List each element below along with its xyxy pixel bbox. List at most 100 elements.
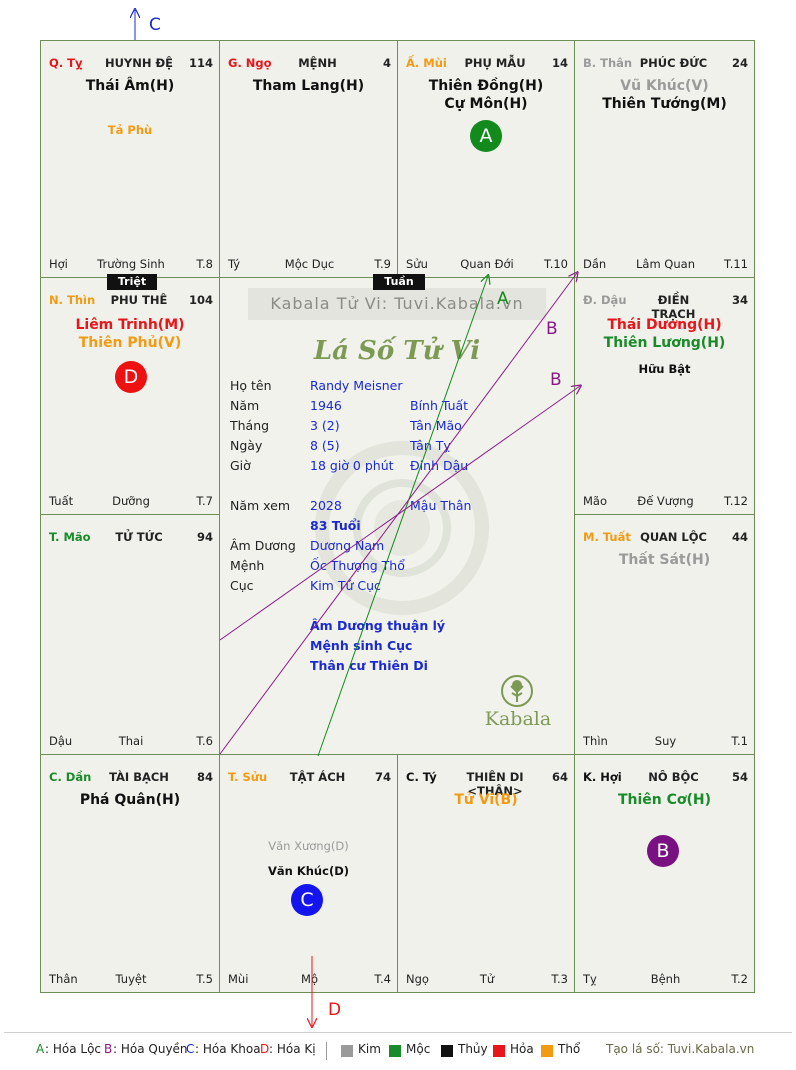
palace-branch: Mão bbox=[583, 494, 608, 508]
info-label: Âm Dương bbox=[230, 538, 296, 553]
palace-number: 14 bbox=[551, 56, 568, 70]
palace-name: ĐIỀN TRẠCH bbox=[651, 293, 696, 321]
legend-key: C bbox=[186, 1042, 195, 1056]
arrow-label-d: D bbox=[328, 1000, 341, 1020]
palace-name: MỆNH bbox=[298, 56, 337, 70]
palace-age: T.1 bbox=[731, 734, 748, 748]
legend-key: A bbox=[36, 1042, 45, 1056]
main-star: Thất Sát(H) bbox=[618, 552, 711, 568]
legend-key: B bbox=[104, 1042, 113, 1056]
site-credit[interactable]: Tạo lá số: Tuvi.Kabala.vn bbox=[606, 1042, 755, 1056]
palace-age: T.11 bbox=[724, 257, 748, 271]
center-panel: Kabala Tử Vi: Tuvi.Kabala.vn Lá Số Tử Vi… bbox=[220, 278, 574, 754]
life-stage: Quan Đới bbox=[460, 257, 514, 271]
palace-age: T.7 bbox=[196, 494, 213, 508]
palace-age: T.12 bbox=[724, 494, 748, 508]
main-star: Tử Vi(B) bbox=[454, 792, 518, 808]
info-label: Giờ bbox=[230, 458, 251, 473]
main-star: Thiên Phủ(V) bbox=[78, 335, 182, 351]
palace-stem: M. Tuất bbox=[583, 530, 631, 544]
palace-branch: Dậu bbox=[49, 734, 73, 748]
element-swatch bbox=[541, 1045, 553, 1057]
palace-stem: T. Sửu bbox=[228, 770, 268, 784]
minor-star: Văn Khúc(D) bbox=[267, 864, 349, 878]
palace-age: T.3 bbox=[551, 972, 568, 986]
element-swatch bbox=[341, 1045, 353, 1057]
palace-branch: Tý bbox=[228, 257, 241, 271]
info-value: Ốc Thượng Thổ bbox=[310, 558, 405, 573]
legend-divider bbox=[4, 1032, 792, 1033]
marker-d: D bbox=[115, 361, 147, 393]
palace-branch: Dần bbox=[583, 257, 607, 271]
legend-key: D bbox=[260, 1042, 270, 1056]
element-label: Thổ bbox=[558, 1042, 581, 1056]
palace-branch: Thìn bbox=[583, 734, 608, 748]
palace-stem: T. Mão bbox=[49, 530, 91, 544]
legend-text: : Hóa Quyền bbox=[113, 1042, 188, 1056]
palace-stem: C. Dần bbox=[49, 770, 92, 784]
palace-thin: N. Thìn PHU THÊ 104 Liêm Trinh(M) Thiên Phủ(… bbox=[40, 277, 220, 515]
minor-star: Tả Phù bbox=[107, 123, 153, 137]
palace-number: 44 bbox=[731, 530, 748, 544]
legend-text: : Hóa Khoa bbox=[195, 1042, 261, 1056]
minor-star: Hữu Bật bbox=[638, 362, 691, 376]
palace-age: T.4 bbox=[374, 972, 391, 986]
palace-tuat: M. Tuất QUAN LỘC 44 Thất Sát(H) Thìn Suy T.1 bbox=[574, 514, 755, 755]
element-label: Kim bbox=[358, 1042, 381, 1056]
palace-age: T.9 bbox=[374, 257, 391, 271]
palace-age: T.6 bbox=[196, 734, 213, 748]
palace-number: 54 bbox=[731, 770, 748, 784]
info-label: Năm bbox=[230, 398, 260, 413]
info-value: Dương Nam bbox=[310, 538, 385, 553]
life-stage: Bệnh bbox=[650, 972, 681, 986]
palace-name: PHU THÊ bbox=[110, 293, 168, 307]
palace-number: 74 bbox=[374, 770, 391, 784]
main-star: Thái Âm(H) bbox=[85, 78, 175, 94]
palace-stem: Ấ. Mùi bbox=[406, 56, 447, 70]
kabala-brand: Kabala bbox=[484, 708, 552, 730]
info-label: Cục bbox=[230, 578, 254, 593]
info-canchi: Mậu Thân bbox=[410, 498, 472, 513]
life-stage: Tuyệt bbox=[115, 972, 147, 986]
palace-number: 94 bbox=[196, 530, 213, 544]
palace-stem: C. Tý bbox=[406, 770, 437, 784]
palace-branch: Hợi bbox=[49, 257, 68, 271]
palace-number: 114 bbox=[188, 56, 213, 70]
palace-branch: Tỵ bbox=[583, 972, 597, 986]
element-label: Thủy bbox=[458, 1042, 488, 1056]
minor-star: Văn Xương(D) bbox=[268, 839, 349, 853]
element-label: Mộc bbox=[406, 1042, 431, 1056]
palace-name: TÀI BẠCH bbox=[109, 770, 169, 784]
info-canchi: Bính Tuất bbox=[410, 398, 469, 413]
palace-dau: Đ. Dậu ĐIỀN TRẠCH 34 Thái Dương(H) Thiên Lươ… bbox=[574, 277, 755, 515]
palace-name: PHỤ MẪU bbox=[464, 56, 526, 70]
info-value: Randy Meisner bbox=[310, 378, 403, 393]
palace-age: T.10 bbox=[544, 257, 568, 271]
palace-stem: N. Thìn bbox=[49, 293, 96, 307]
palace-name: QUAN LỘC bbox=[640, 530, 707, 544]
info-label: Mệnh bbox=[230, 558, 265, 573]
palace-stem: B. Thân bbox=[583, 56, 633, 70]
life-stage: Dưỡng bbox=[112, 494, 150, 508]
palace-number: 24 bbox=[731, 56, 748, 70]
palace-number: 104 bbox=[188, 293, 213, 307]
info-value: 1946 bbox=[310, 398, 342, 413]
life-stage: Mộc Dục bbox=[284, 257, 335, 271]
legend-text: : Hóa Lộc bbox=[45, 1042, 102, 1056]
legend-text: : Hóa Kị bbox=[269, 1042, 316, 1056]
info-label: Tháng bbox=[230, 418, 270, 433]
element-swatch bbox=[389, 1045, 401, 1057]
palace-name: PHÚC ĐỨC bbox=[639, 56, 708, 70]
palace-number: 4 bbox=[382, 56, 391, 70]
main-star: Thiên Lương(H) bbox=[603, 335, 726, 351]
palace-suu: T. Sửu TẬT ÁCH 74 Văn Xương(D) Văn Khúc(D) Mù… bbox=[219, 754, 398, 993]
element-swatch bbox=[493, 1045, 505, 1057]
palace-name: THIÊN DI <THÂN> bbox=[466, 770, 524, 798]
main-star: Phá Quân(H) bbox=[79, 792, 181, 808]
palace-ty2: C. Tý THIÊN DI <THÂN> 64 Tử Vi(B) Ngọ Tử T.3 bbox=[397, 754, 575, 993]
main-star: Thái Dương(H) bbox=[607, 317, 722, 333]
main-star: Tham Lang(H) bbox=[252, 78, 365, 94]
info-value: 2028 bbox=[310, 498, 342, 513]
life-stage: Thai bbox=[118, 734, 144, 748]
palace-name: TẬT ÁCH bbox=[289, 770, 346, 784]
